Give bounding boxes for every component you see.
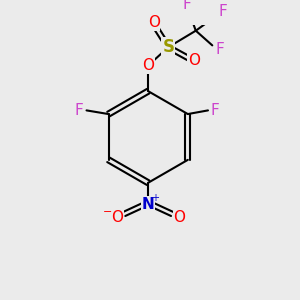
Text: F: F xyxy=(211,103,220,118)
Text: O: O xyxy=(173,210,185,225)
Text: +: + xyxy=(151,193,159,203)
Text: F: F xyxy=(215,42,224,57)
Text: O: O xyxy=(188,52,200,68)
Text: −: − xyxy=(103,207,112,217)
Text: N: N xyxy=(142,197,155,212)
Text: O: O xyxy=(148,15,160,30)
Text: O: O xyxy=(111,210,123,225)
Text: F: F xyxy=(219,4,228,19)
Text: F: F xyxy=(182,0,191,12)
Text: F: F xyxy=(75,103,84,118)
Text: S: S xyxy=(162,38,174,56)
Text: O: O xyxy=(142,58,154,73)
